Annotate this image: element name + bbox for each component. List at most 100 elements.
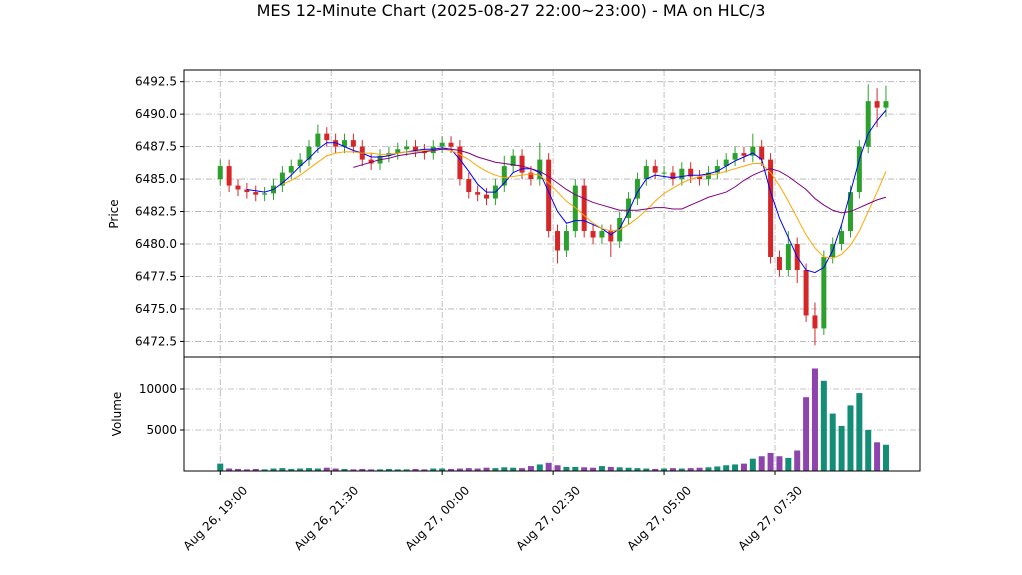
volume-bar [758, 456, 765, 471]
volume-bar [421, 469, 428, 471]
y-tick-label: 10000 [139, 382, 177, 396]
volume-bar [234, 468, 241, 471]
candle-body [466, 179, 472, 193]
candle-body [288, 166, 294, 173]
candle-body [874, 101, 880, 108]
candle-body [350, 140, 356, 147]
candle-body [839, 231, 845, 245]
candle-body [750, 146, 756, 156]
ma-line [246, 109, 887, 274]
candle-body [244, 189, 250, 193]
volume-bar [261, 469, 268, 471]
volume-bar [785, 457, 792, 471]
ma-line [282, 148, 887, 259]
volume-bar [749, 458, 756, 471]
y-tick-label: 6485.0 [135, 172, 177, 186]
candle-body [342, 140, 348, 147]
candle-body [253, 192, 259, 195]
candle-body [297, 159, 303, 167]
volume-bar [625, 467, 632, 471]
volume-bar [474, 468, 481, 471]
volume-bar [332, 468, 339, 471]
candle-body [333, 140, 339, 147]
candle-body [705, 172, 711, 180]
volume-bar [448, 468, 455, 471]
candle-body [759, 146, 765, 160]
chart-title: MES 12-Minute Chart (2025-08-27 22:00~23… [257, 1, 766, 20]
volume-bar [856, 393, 863, 471]
candle-body [501, 166, 507, 186]
candle-body [324, 133, 330, 141]
candle-body [581, 185, 587, 232]
candle-body [439, 142, 445, 147]
volume-bar [368, 469, 375, 471]
candle-body [643, 166, 649, 180]
y-tick-label: 6475.0 [135, 302, 177, 316]
candle-body [732, 153, 738, 160]
volume-bar [412, 468, 419, 471]
y-axis-label: Volume [110, 392, 124, 437]
candle-body [413, 146, 419, 151]
candle-body [670, 172, 676, 180]
volume-bar [616, 467, 623, 471]
volume-bar [590, 467, 597, 471]
y-tick-label: 6492.5 [135, 75, 177, 89]
volume-bar [492, 468, 499, 471]
candle-body [821, 257, 827, 329]
candle-body [457, 146, 463, 180]
volume-bar [483, 467, 490, 471]
volume-bar [217, 463, 224, 471]
candle-body [395, 149, 401, 154]
y-tick-label: 6480.0 [135, 237, 177, 251]
volume-bar [226, 468, 233, 471]
volume-bar [288, 468, 295, 471]
candle-body [785, 244, 791, 270]
volume-bar [314, 468, 321, 471]
volume-bar [607, 466, 614, 471]
candle-body [688, 168, 694, 177]
volume-bar [882, 444, 889, 471]
candle-body [537, 159, 543, 180]
candle-body [448, 142, 454, 147]
volume-bar [732, 464, 739, 471]
volume-bar [501, 467, 508, 471]
volume-bar [723, 465, 730, 471]
volume-bar [811, 368, 818, 471]
volume-bar [306, 468, 313, 471]
volume-bar [838, 425, 845, 471]
volume-bar [519, 468, 526, 471]
volume-bar [545, 462, 552, 471]
volume-bar [563, 466, 570, 471]
candle-body [803, 269, 809, 316]
candle-body [528, 172, 534, 180]
volume-bar [270, 468, 277, 471]
volume-bar [527, 466, 534, 471]
candle-body [226, 166, 232, 186]
volume-bar [279, 468, 286, 471]
candle-body [315, 133, 321, 147]
candle-body [679, 168, 685, 180]
y-tick-label: 6487.5 [135, 140, 177, 154]
volume-bar [714, 466, 721, 471]
volume-bar [767, 452, 774, 471]
candle-body [714, 166, 720, 173]
volume-bar [776, 456, 783, 471]
volume-bar [687, 468, 694, 471]
volume-bar [669, 468, 676, 471]
volume-bar [385, 468, 392, 471]
candle-body [510, 155, 516, 167]
volume-bar [803, 397, 810, 471]
candle-body [279, 172, 285, 186]
candle-body [626, 198, 632, 219]
candle-body [475, 192, 481, 195]
volume-bar [323, 467, 330, 471]
candle-body [865, 101, 871, 147]
volume-bar [865, 429, 872, 471]
candle-body [484, 194, 490, 199]
volume-bar [554, 465, 561, 471]
volume-bar [359, 468, 366, 471]
candle-body [546, 159, 552, 232]
volume-bar [350, 469, 357, 471]
volume-bar [643, 468, 650, 471]
